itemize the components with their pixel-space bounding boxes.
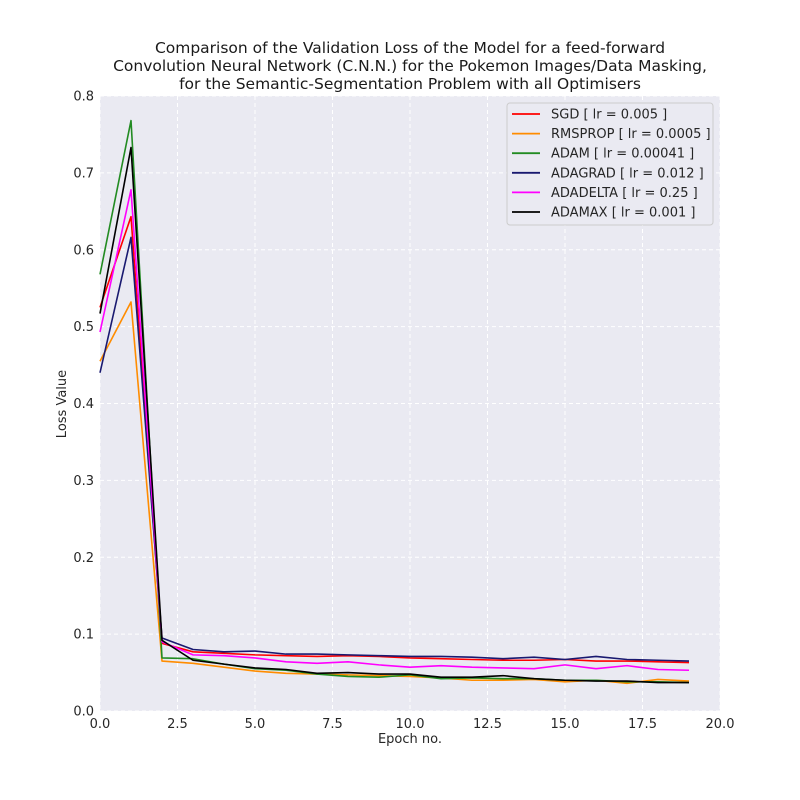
legend-label-5: ADAMAX [ lr = 0.001 ] bbox=[551, 206, 695, 221]
y-axis-label: Loss Value bbox=[55, 370, 70, 438]
grid-lines bbox=[99, 95, 721, 712]
x-axis-ticks: 0.0 2.5 5.0 7.5 10.0 12.5 15.0 17.5 20.0 bbox=[90, 717, 735, 732]
x-tick-label: 5.0 bbox=[245, 717, 266, 732]
legend-label-3: ADAGRAD [ lr = 0.012 ] bbox=[551, 166, 704, 181]
chart-title-line-3: for the Semantic-Segmentation Problem wi… bbox=[179, 75, 641, 93]
x-tick-label: 17.5 bbox=[628, 717, 657, 732]
y-tick-label: 0.8 bbox=[73, 90, 94, 105]
x-tick-label: 10.0 bbox=[396, 717, 425, 732]
x-tick-label: 0.0 bbox=[90, 717, 111, 732]
series-line-0 bbox=[99, 215, 690, 664]
y-tick-label: 0.2 bbox=[73, 551, 94, 566]
chart-title-line-1: Comparison of the Validation Loss of the… bbox=[155, 39, 665, 57]
series-lines bbox=[99, 119, 690, 685]
y-tick-label: 0.0 bbox=[73, 705, 94, 720]
chart-title-line-2: Convolution Neural Network (C.N.N.) for … bbox=[113, 57, 707, 75]
legend-box bbox=[506, 102, 714, 226]
x-tick-label: 12.5 bbox=[473, 717, 502, 732]
series-line-5 bbox=[99, 146, 689, 684]
x-tick-label: 20.0 bbox=[706, 717, 735, 732]
series-line-3 bbox=[99, 236, 690, 662]
legend: SGD [ lr = 0.005 ] RMSPROP [ lr = 0.0005 … bbox=[506, 102, 714, 226]
y-tick-label: 0.5 bbox=[73, 320, 94, 335]
y-tick-label: 0.7 bbox=[73, 166, 94, 181]
y-axis-ticks: 0.0 0.1 0.2 0.3 0.4 0.5 0.6 0.7 0.8 bbox=[73, 90, 94, 720]
x-axis-label: Epoch no. bbox=[378, 732, 442, 747]
legend-label-1: RMSPROP [ lr = 0.0005 ] bbox=[551, 127, 711, 142]
y-tick-label: 0.4 bbox=[73, 397, 94, 412]
x-tick-label: 15.0 bbox=[551, 717, 580, 732]
y-tick-label: 0.6 bbox=[73, 243, 94, 258]
legend-label-2: ADAM [ lr = 0.00041 ] bbox=[551, 147, 694, 162]
x-tick-label: 2.5 bbox=[167, 717, 188, 732]
y-tick-label: 0.1 bbox=[73, 628, 94, 643]
series-line-4 bbox=[99, 188, 690, 672]
legend-label-0: SGD [ lr = 0.005 ] bbox=[551, 108, 667, 123]
x-tick-label: 7.5 bbox=[322, 717, 343, 732]
legend-label-4: ADADELTA [ lr = 0.25 ] bbox=[551, 186, 698, 201]
y-tick-label: 0.3 bbox=[73, 474, 94, 489]
